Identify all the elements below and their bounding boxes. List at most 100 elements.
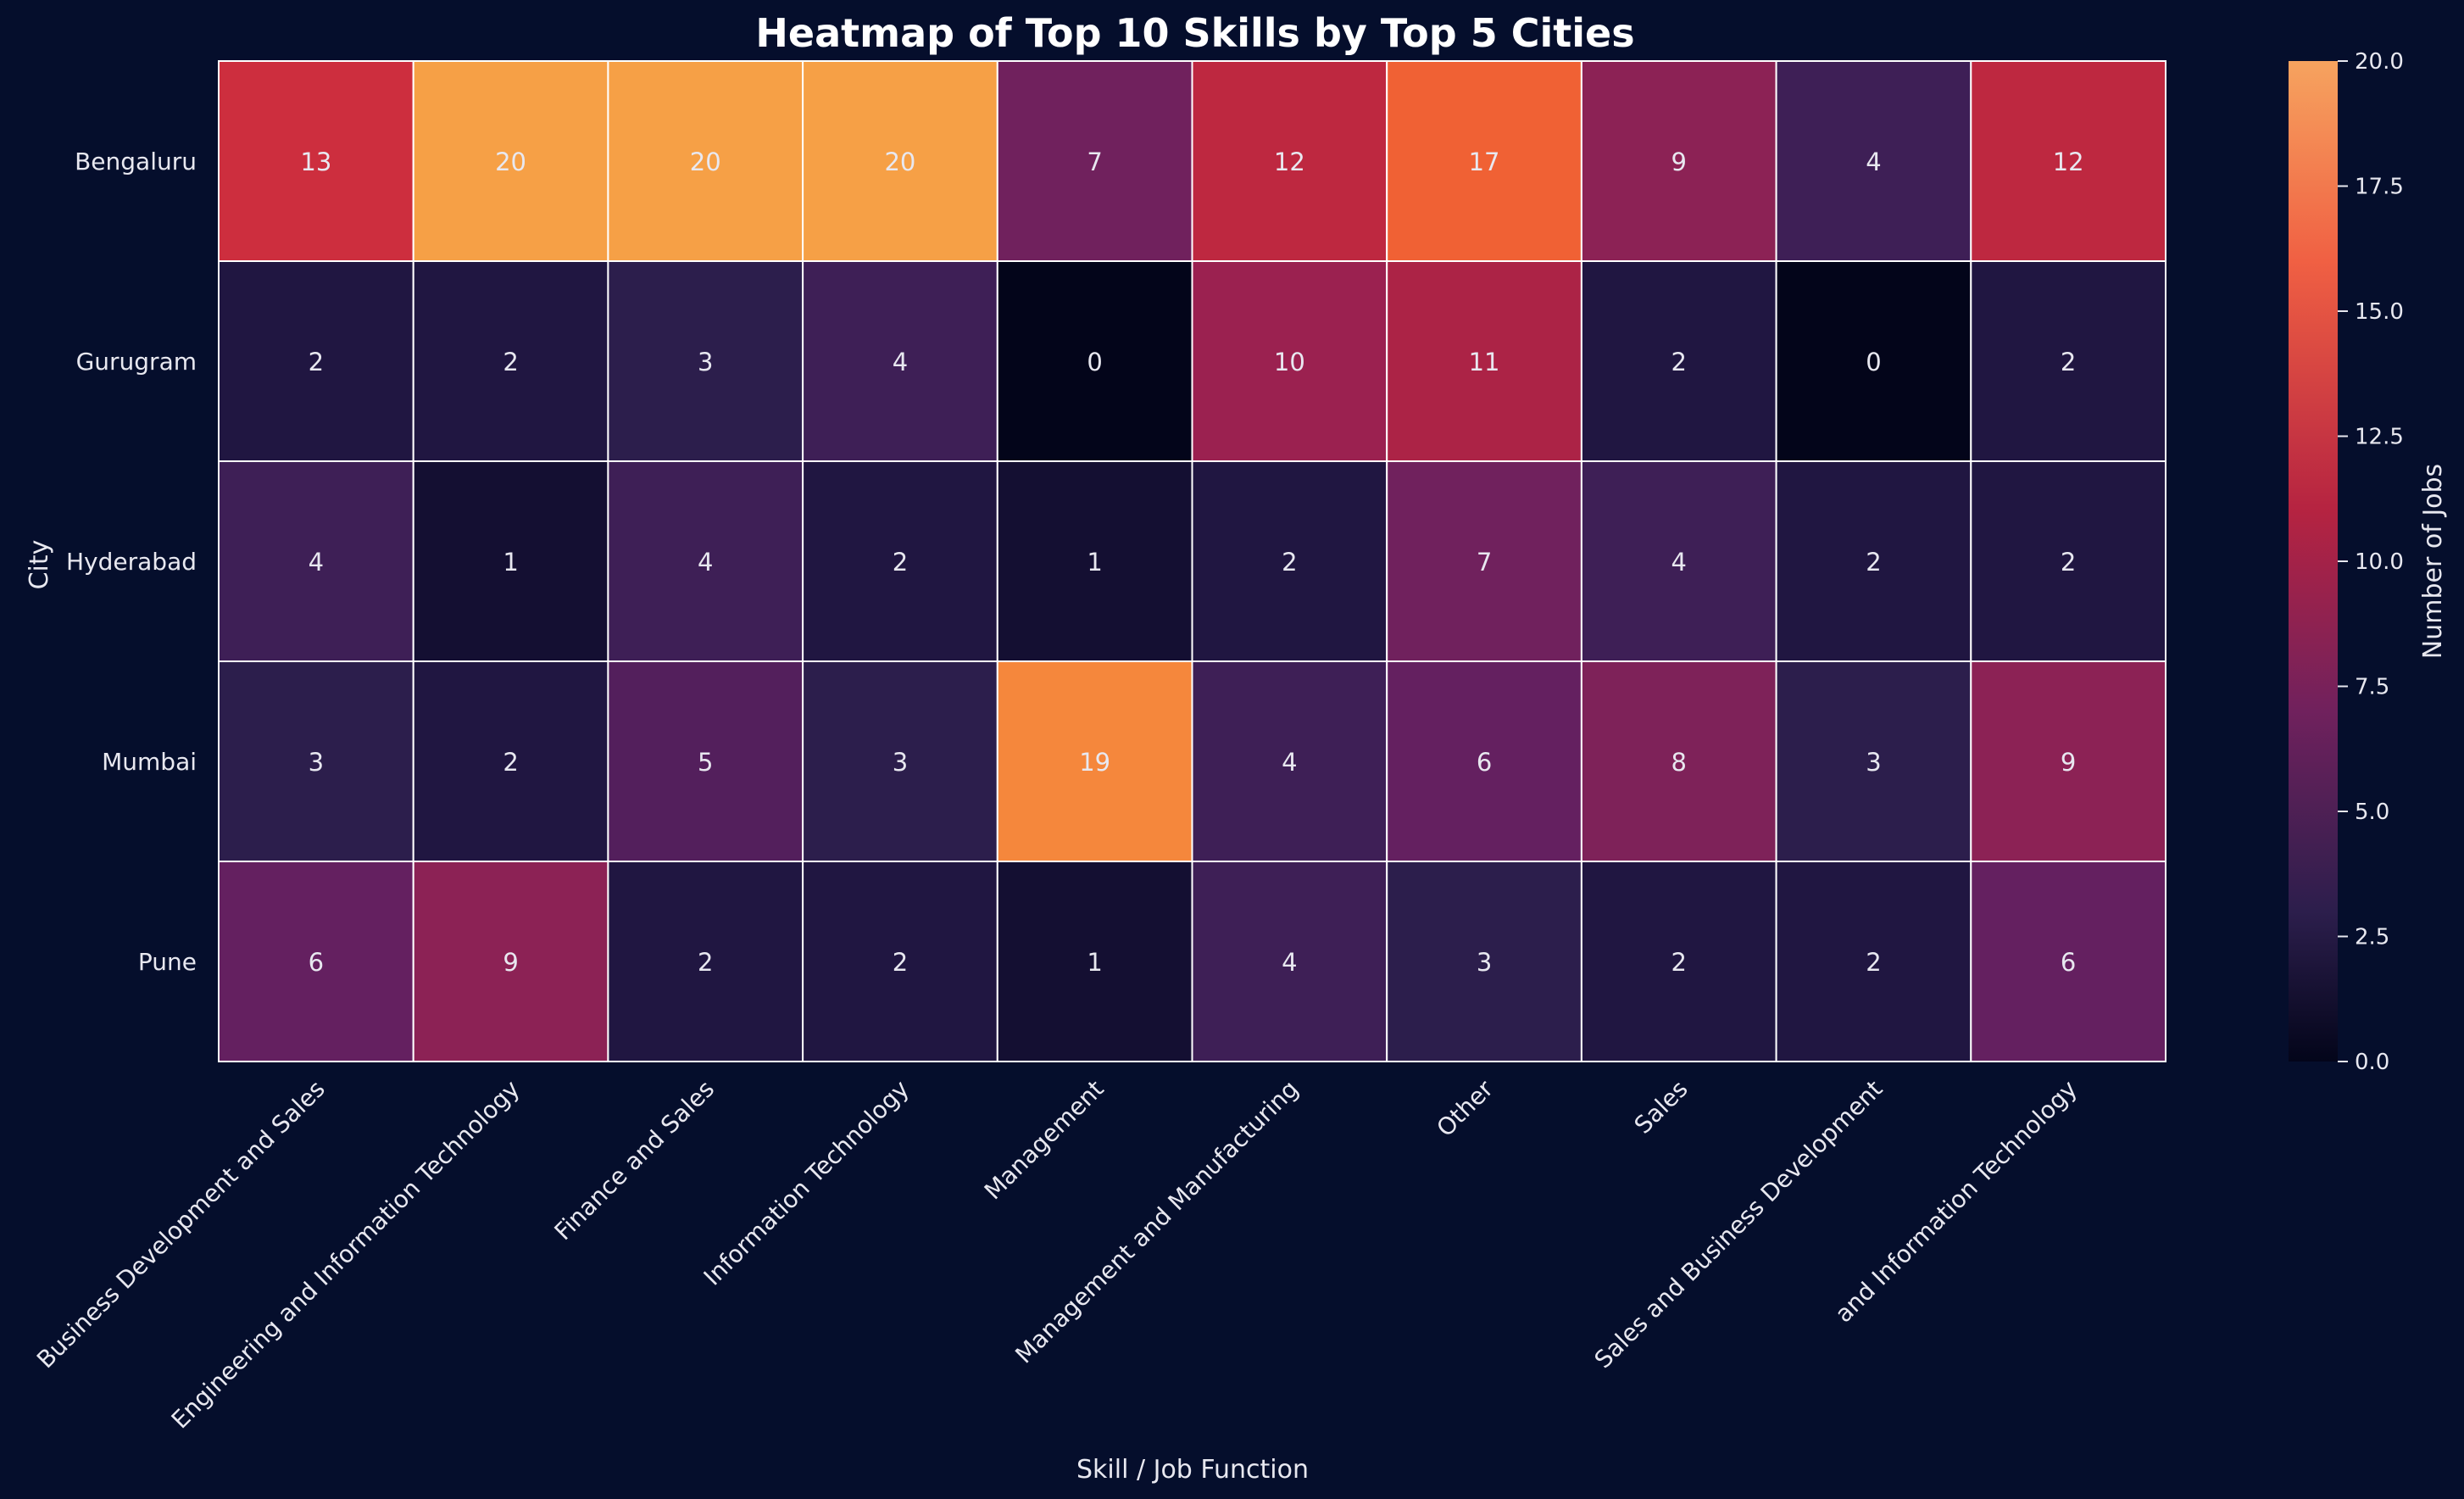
cell-value-label: 5 xyxy=(698,748,713,777)
heatmap-cell xyxy=(218,861,414,1062)
cell-value-label: 2 xyxy=(1282,548,1297,577)
cell-value-label: 2 xyxy=(2061,548,2076,577)
cell-value-label: 2 xyxy=(1866,948,1881,977)
cell-value-label: 9 xyxy=(1671,148,1687,176)
cell-value-label: 4 xyxy=(1671,548,1687,577)
heatmap-cell xyxy=(607,60,804,262)
heatmap-cell xyxy=(1191,861,1388,1062)
heatmap-cell xyxy=(412,260,609,462)
heatmap-cell xyxy=(1386,260,1582,462)
x-axis-label: Skill / Job Function xyxy=(1076,1455,1309,1485)
x-tick-label: Engineering and Information Technology xyxy=(166,1075,526,1435)
cell-value-label: 4 xyxy=(893,348,908,376)
heatmap-cell xyxy=(1580,260,1777,462)
cell-value-label: 2 xyxy=(1671,948,1687,977)
colorbar-tick-label: 15.0 xyxy=(2355,299,2404,325)
cell-value-label: 2 xyxy=(1671,348,1687,376)
y-tick-label: Mumbai xyxy=(102,748,197,776)
heatmap-cell xyxy=(802,260,998,462)
colorbar xyxy=(2289,61,2338,1062)
cell-value-label: 9 xyxy=(503,948,518,977)
x-tick-labels: Business Development and SalesEngineerin… xyxy=(31,1074,2083,1434)
heatmap-cell xyxy=(1580,460,1777,662)
x-tick-label: Management xyxy=(979,1075,1110,1206)
cell-value-label: 3 xyxy=(1477,948,1492,977)
heatmap-cell xyxy=(412,861,609,1062)
colorbar-tick-label: 17.5 xyxy=(2355,175,2404,200)
colorbar-tick-label: 0.0 xyxy=(2355,1050,2389,1075)
heatmap-cell xyxy=(1580,660,1777,862)
x-tick-label: Other xyxy=(1431,1074,1499,1142)
cell-value-label: 20 xyxy=(495,148,526,176)
cell-value-label: 4 xyxy=(1282,748,1297,777)
cell-value-label: 3 xyxy=(698,348,713,376)
heatmap-cell xyxy=(996,60,1193,262)
heatmap-cell xyxy=(1386,660,1582,862)
cell-value-label: 4 xyxy=(698,548,713,577)
heatmap-cell xyxy=(1580,60,1777,262)
x-tick-label: Information Technology xyxy=(698,1075,915,1291)
heatmap-cell xyxy=(1580,861,1777,1062)
colorbar-tick-label: 7.5 xyxy=(2355,675,2389,700)
cell-value-label: 3 xyxy=(309,748,324,777)
y-tick-labels: Bengaluru Gurugram Hyderabad Mumbai Pune xyxy=(66,148,197,976)
heatmap-cell xyxy=(1386,861,1582,1062)
heatmap-cell xyxy=(1775,260,1972,462)
cell-value-label: 2 xyxy=(698,948,713,977)
heatmap-cell xyxy=(218,460,414,662)
colorbar-ticks: 0.0 2.5 5.0 7.5 10.0 12.5 15.0 17.5 20.0 xyxy=(2338,49,2404,1075)
heatmap-cell xyxy=(996,861,1193,1062)
cell-value-label: 10 xyxy=(1274,348,1305,376)
heatmap-cell xyxy=(607,861,804,1062)
heatmap-cell xyxy=(1775,861,1972,1062)
cell-value-label: 4 xyxy=(309,548,324,577)
colorbar-tick-label: 5.0 xyxy=(2355,800,2389,825)
heatmap-cell xyxy=(1970,861,2167,1062)
colorbar-tick-label: 20.0 xyxy=(2355,49,2404,75)
cell-value-label: 1 xyxy=(503,548,518,577)
cell-value-label: 1 xyxy=(1087,548,1102,577)
cell-value-label: 0 xyxy=(1866,348,1881,376)
cell-value-label: 7 xyxy=(1087,148,1102,176)
cell-value-label: 7 xyxy=(1477,548,1492,577)
cell-value-label: 2 xyxy=(893,548,908,577)
heatmap-cell xyxy=(1970,660,2167,862)
heatmap-cell xyxy=(996,660,1193,862)
cell-value-label: 11 xyxy=(1469,348,1500,376)
cell-value-label: 6 xyxy=(309,948,324,977)
cell-value-label: 2 xyxy=(309,348,324,376)
cell-value-label: 20 xyxy=(884,148,915,176)
y-tick-label: Pune xyxy=(138,948,197,976)
colorbar-label: Number of Jobs xyxy=(2418,464,2448,659)
chart-title: Heatmap of Top 10 Skills by Top 5 Cities xyxy=(755,10,1634,56)
cell-value-label: 2 xyxy=(893,948,908,977)
cell-value-label: 2 xyxy=(1866,548,1881,577)
heatmap-cell xyxy=(996,260,1193,462)
cell-value-label: 12 xyxy=(2053,148,2084,176)
x-tick-label: Sales xyxy=(1629,1075,1694,1140)
heatmap-cell xyxy=(1970,260,2167,462)
colorbar-tick-label: 2.5 xyxy=(2355,925,2389,950)
cell-value-label: 17 xyxy=(1469,148,1500,176)
heatmap-cell xyxy=(607,260,804,462)
y-axis-label: City xyxy=(25,540,54,590)
colorbar-tick-label: 10.0 xyxy=(2355,549,2404,575)
heatmap-cell xyxy=(1970,60,2167,262)
x-tick-label: Finance and Sales xyxy=(549,1075,720,1246)
heatmap-cells: 13 20 20 20 7 12 17 9 4 122 2 3 4 0 10 11 2 0 24 1 4 2 1 2 7 4 2 23… xyxy=(218,60,2167,1062)
cell-value-label: 6 xyxy=(1477,748,1492,777)
heatmap-cell xyxy=(412,460,609,662)
heatmap-cell xyxy=(1970,460,2167,662)
heatmap-cell xyxy=(802,60,998,262)
y-tick-label: Bengaluru xyxy=(75,148,197,176)
y-tick-label: Gurugram xyxy=(76,348,197,376)
cell-value-label: 3 xyxy=(1866,748,1881,777)
y-tick-label: Hyderabad xyxy=(66,548,197,576)
heatmap-cell xyxy=(218,660,414,862)
cell-value-label: 20 xyxy=(690,148,721,176)
cell-value-label: 6 xyxy=(2061,948,2076,977)
heatmap-cell xyxy=(1775,460,1972,662)
cell-value-label: 9 xyxy=(2061,748,2076,777)
heatmap-cell xyxy=(1191,60,1388,262)
cell-value-label: 0 xyxy=(1087,348,1102,376)
